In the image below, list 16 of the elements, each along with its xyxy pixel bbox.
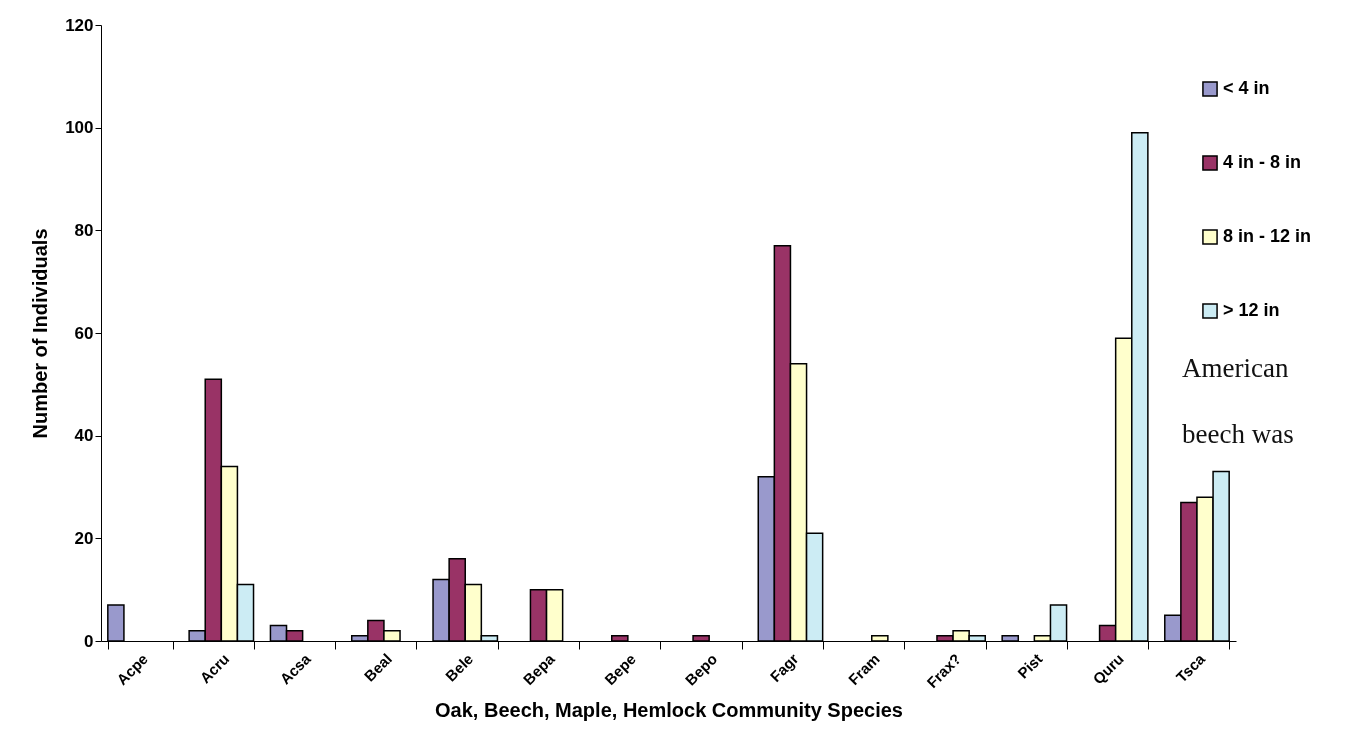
y-tick-label: 40 — [74, 426, 94, 446]
y-tick-label: 0 — [84, 631, 94, 651]
legend-label: 8 in - 12 in — [1223, 226, 1312, 246]
x-tick-label: Pist — [1014, 650, 1046, 682]
y-tick-label: 20 — [74, 528, 94, 548]
legend-label: > 12 in — [1223, 300, 1280, 320]
y-tick-label: 60 — [74, 323, 94, 343]
legend-label: < 4 in — [1223, 78, 1270, 98]
x-tick-label: Tsca — [1172, 649, 1209, 686]
y-tick-label: 100 — [65, 118, 94, 138]
x-axis-title: Oak, Beech, Maple, Hemlock Community Species — [435, 698, 903, 721]
y-tick-label: 80 — [74, 220, 94, 240]
text: American beech was — [1182, 353, 1294, 449]
y-tick-label: 120 — [65, 15, 94, 35]
legend-label: 4 in - 8 in — [1223, 152, 1302, 172]
y-axis-title: Number of Individuals — [29, 228, 52, 439]
